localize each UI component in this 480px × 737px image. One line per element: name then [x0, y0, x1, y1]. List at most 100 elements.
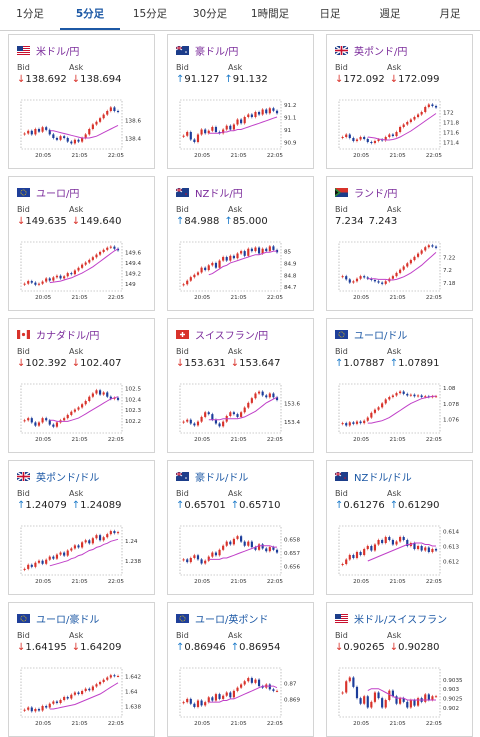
- currency-pair-name[interactable]: ユーロ/豪ドル: [36, 614, 100, 626]
- candle: [66, 273, 69, 277]
- bid-label: Bid: [17, 489, 30, 498]
- x-tick-label: 21:05: [72, 153, 89, 159]
- ask-label: Ask: [228, 63, 243, 72]
- currency-pair-name[interactable]: NZドル/円: [195, 188, 243, 200]
- card-title[interactable]: ユーロ/ドル: [335, 327, 408, 342]
- candlestick-chart[interactable]: 138.6 138.4 20:05 21:05 22:05: [17, 97, 148, 161]
- candle: [34, 422, 37, 426]
- currency-pair-name[interactable]: ユーロ/ドル: [354, 330, 408, 342]
- rate-card[interactable]: ランド/円 Bid Ask 7.234 7.243 7.22 7.2 7.18 20:05 21:…: [326, 176, 473, 311]
- candle: [377, 540, 380, 545]
- currency-pair-name[interactable]: スイスフラン/円: [195, 330, 269, 342]
- candlestick-chart[interactable]: 1.24 1.238 20:05 21:05 22:05: [17, 523, 148, 587]
- card-title[interactable]: 米ドル/円: [17, 43, 80, 58]
- candlestick-chart[interactable]: 91.2 91.1 91 90.9 20:05 21:05 22:05: [176, 97, 307, 161]
- card-title[interactable]: ユーロ/円: [17, 185, 80, 200]
- card-title[interactable]: ユーロ/豪ドル: [17, 611, 100, 626]
- card-title[interactable]: NZドル/円: [176, 185, 243, 200]
- card-title[interactable]: スイスフラン/円: [176, 327, 269, 342]
- tab-6[interactable]: 週足: [379, 8, 401, 20]
- tab-2[interactable]: 15分足: [132, 8, 168, 20]
- candlestick-chart[interactable]: 149.6 149.4 149.2 149 20:05 21:05 22:05: [17, 239, 148, 303]
- currency-pair-name[interactable]: ユーロ/英ポンド: [195, 614, 269, 626]
- rate-card[interactable]: NZドル/ドル Bid Ask ↑0.61276 ↑0.61290 0.614 0.613 0…: [326, 460, 473, 595]
- currency-pair-name[interactable]: 英ポンド/円: [354, 46, 408, 58]
- card-title[interactable]: ユーロ/英ポンド: [176, 611, 269, 626]
- candle: [23, 283, 26, 285]
- tab-5[interactable]: 日足: [319, 8, 341, 20]
- card-title[interactable]: カナダドル/円: [17, 327, 100, 342]
- tab-7[interactable]: 月足: [439, 8, 461, 20]
- rate-card[interactable]: スイスフラン/円 Bid Ask ↓153.631 ↓153.647 153.6 153.4…: [167, 318, 314, 453]
- currency-pair-name[interactable]: 豪ドル/円: [195, 46, 239, 58]
- candle: [37, 129, 41, 132]
- rate-card[interactable]: ユーロ/豪ドル Bid Ask ↓1.64195 ↓1.64209 1.642 1.64 1.…: [8, 602, 155, 737]
- tab-4[interactable]: 1時間足: [250, 8, 290, 20]
- candle: [352, 422, 355, 424]
- currency-pair-name[interactable]: 英ポンド/ドル: [36, 472, 100, 484]
- candle: [88, 396, 91, 401]
- candle: [363, 276, 366, 278]
- candlestick-chart[interactable]: 0.9035 0.903 0.9025 0.902 20:05 21:05 22:05: [335, 665, 466, 729]
- flag-za-icon: [335, 187, 348, 197]
- card-title[interactable]: 英ポンド/ドル: [17, 469, 100, 484]
- candle: [384, 137, 387, 141]
- bid-price: 7.234: [335, 216, 364, 227]
- currency-pair-name[interactable]: ユーロ/円: [36, 188, 80, 200]
- candlestick-chart[interactable]: 7.22 7.2 7.18 20:05 21:05 22:05: [335, 239, 466, 303]
- currency-pair-name[interactable]: ランド/円: [354, 188, 398, 200]
- rate-card[interactable]: 英ポンド/ドル Bid Ask ↑1.24079 ↑1.24089 1.24 1.238 20…: [8, 460, 155, 595]
- ask-value: ↑0.61290: [390, 500, 440, 511]
- card-title[interactable]: 豪ドル/円: [176, 43, 239, 58]
- candlestick-chart[interactable]: 172 171.8 171.6 171.4 20:05 21:05 22:05: [335, 97, 466, 161]
- candlestick-chart[interactable]: 0.658 0.657 0.656 20:05 21:05 22:05: [176, 523, 307, 587]
- arrow-down-icon: ↓: [71, 74, 81, 85]
- currency-pair-name[interactable]: NZドル/ドル: [354, 472, 412, 484]
- currency-pair-name[interactable]: 米ドル/スイスフラン: [354, 614, 448, 626]
- card-title[interactable]: NZドル/ドル: [335, 469, 412, 484]
- bid-ask-values: ↑0.65701 ↑0.65710: [176, 500, 286, 511]
- currency-pair-name[interactable]: 米ドル/円: [36, 46, 80, 58]
- bid-value: ↓149.635: [17, 216, 67, 227]
- rate-card[interactable]: 英ポンド/円 Bid Ask ↓172.092 ↓172.099 172 171.8 171.…: [326, 34, 473, 169]
- currency-pair-name[interactable]: カナダドル/円: [36, 330, 100, 342]
- rate-card[interactable]: 米ドル/円 Bid Ask ↓138.692 ↓138.694 138.6 138.4 20:…: [8, 34, 155, 169]
- rate-card[interactable]: ユーロ/円 Bid Ask ↓149.635 ↓149.640 149.6 149.4 149…: [8, 176, 155, 311]
- card-title[interactable]: 豪ドル/ドル: [176, 469, 249, 484]
- candle: [113, 531, 116, 534]
- rate-card[interactable]: 豪ドル/ドル Bid Ask ↑0.65701 ↑0.65710 0.658 0.657 0.…: [167, 460, 314, 595]
- rate-card[interactable]: 米ドル/スイスフラン Bid Ask ↓0.90265 ↓0.90280 0.9035 0.…: [326, 602, 473, 737]
- candlestick-chart[interactable]: 85 84.9 84.8 84.7 20:05 21:05 22:05: [176, 239, 307, 303]
- candle: [113, 107, 116, 111]
- rate-card[interactable]: ユーロ/ドル Bid Ask ↑1.07887 ↑1.07891 1.08 1.078 1.0…: [326, 318, 473, 453]
- card-title[interactable]: ランド/円: [335, 185, 398, 200]
- candle: [431, 696, 434, 700]
- candlestick-chart[interactable]: 0.614 0.613 0.612 20:05 21:05 22:05: [335, 523, 466, 587]
- rate-card[interactable]: 豪ドル/円 Bid Ask ↑91.127 ↑91.132 91.2 91.1 91 90.9 2…: [167, 34, 314, 169]
- currency-pair-name[interactable]: 豪ドル/ドル: [195, 472, 249, 484]
- candle: [272, 689, 275, 691]
- candlestick-chart[interactable]: 0.87 0.869 20:05 21:05 22:05: [176, 665, 307, 729]
- candlestick-chart[interactable]: 1.08 1.078 1.076 20:05 21:05 22:05: [335, 381, 466, 445]
- candle: [373, 692, 377, 702]
- candlestick-chart[interactable]: 1.642 1.64 1.638 20:05 21:05 22:05: [17, 665, 148, 729]
- tab-3[interactable]: 30分足: [192, 8, 228, 20]
- ask-price: 1.24089: [80, 500, 122, 511]
- x-tick-label: 20:05: [194, 721, 211, 727]
- rate-card[interactable]: カナダドル/円 Bid Ask ↓102.392 ↓102.407 102.5 102.4 1…: [8, 318, 155, 453]
- candle: [395, 272, 398, 277]
- tab-1[interactable]: 5分足: [60, 0, 120, 30]
- card-title[interactable]: 米ドル/スイスフラン: [335, 611, 448, 626]
- candle: [189, 132, 192, 140]
- candlestick-chart[interactable]: 153.6 153.4 20:05 21:05 22:05: [176, 381, 307, 445]
- card-title[interactable]: 英ポンド/円: [335, 43, 408, 58]
- rate-card[interactable]: ユーロ/英ポンド Bid Ask ↑0.86946 ↑0.86954 0.87 0.869 2…: [167, 602, 314, 737]
- candlestick-chart[interactable]: 102.5 102.4 102.3 102.2 20:05 21:05 22:05: [17, 381, 148, 445]
- candle: [254, 393, 257, 399]
- arrow-down-icon: ↓: [335, 74, 344, 85]
- tab-0[interactable]: 1分足: [16, 8, 44, 20]
- ask-value: ↓102.407: [72, 358, 122, 369]
- rate-card[interactable]: NZドル/円 Bid Ask ↑84.988 ↑85.000 85 84.9 84.8 84.7…: [167, 176, 314, 311]
- bid-ask-labels: Bid Ask: [176, 489, 280, 498]
- candle: [275, 397, 279, 401]
